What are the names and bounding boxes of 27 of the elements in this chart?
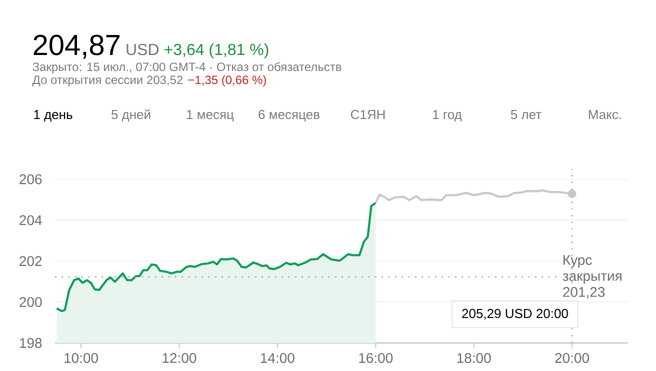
text: С1ЯН	[350, 110, 385, 120]
x-tick-label: 10:00	[64, 353, 98, 363]
text: 5 дней	[111, 109, 150, 122]
x-tick-label: 14:00	[260, 353, 294, 363]
x-tick-label: 16:00	[359, 353, 393, 363]
text: −1,35 (0,66 %)	[188, 75, 266, 86]
text: +3,64 (1,81 %)	[164, 43, 268, 58]
text: 5 лет	[510, 110, 542, 120]
y-tick-label: 202	[20, 256, 42, 266]
ref-line-label: Курс закрытия 201,23	[562, 255, 622, 299]
text: 1 месяц	[186, 110, 234, 122]
x-tick-label: 12:00	[162, 353, 196, 363]
annotation: 205,29 USD 20:00	[462, 308, 568, 320]
text: Закрыто: 15 июл., 07:00 GMT-4 · Отказ от обязательств	[32, 62, 342, 74]
text: До открытия сессии 203,52	[32, 76, 183, 86]
y-tick-label: 198	[20, 338, 42, 348]
chart-title: 204,87	[34, 34, 120, 59]
text: 1 день	[34, 110, 72, 122]
x-tick-label: 18:00	[457, 353, 491, 363]
text: USD	[126, 44, 159, 56]
text: 1 год	[433, 110, 462, 122]
text: Макс.	[589, 110, 621, 120]
text: 6 месяцев	[258, 110, 320, 122]
y-tick-label: 204	[20, 215, 42, 226]
y-tick-label: 200	[20, 297, 42, 308]
x-tick-label: 20:00	[555, 353, 589, 363]
y-tick-label: 206	[20, 174, 42, 184]
